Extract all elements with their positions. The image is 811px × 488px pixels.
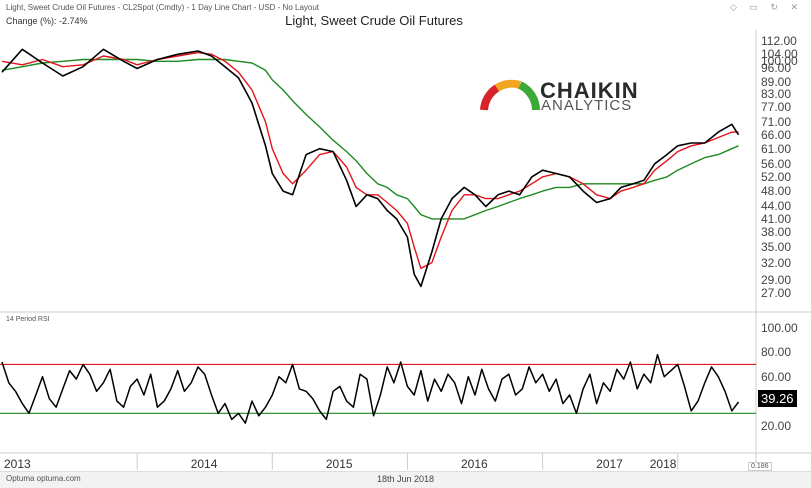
x-tick-label: 2013 (4, 457, 31, 471)
footer-bar (0, 471, 811, 488)
price-tick-label: 27.00 (761, 285, 792, 300)
price-tick-label: 96.00 (761, 61, 792, 76)
price-tick-label: 44.00 (761, 199, 792, 214)
x-tick-label: 2017 (596, 457, 623, 471)
price-line (1, 48, 740, 288)
rsi-current-value: 39.26 (758, 390, 797, 407)
price-tick-label: 66.00 (761, 127, 792, 142)
rsi-tick-label: 20.00 (761, 418, 792, 433)
window-controls[interactable]: ◇ ▭ ↻ ✕ (729, 2, 803, 12)
footer-date: 18th Jun 2018 (376, 474, 435, 484)
x-tick-label: 2016 (461, 457, 488, 471)
price-tick-label: 38.00 (761, 225, 792, 240)
instrument-info: Light, Sweet Crude Oil Futures - CL2Spot… (6, 3, 320, 12)
price-tick-label: 41.00 (761, 211, 792, 226)
scale-readout: 0.186 (748, 462, 772, 471)
price-tick-label: 77.00 (761, 100, 792, 115)
x-tick-label: 2018 (649, 457, 677, 471)
chart-title: Light, Sweet Crude Oil Futures (285, 13, 463, 28)
price-tick-label: 89.00 (761, 74, 792, 89)
rsi-tick-label: 100.00 (761, 320, 798, 335)
optuma-brand[interactable]: Optuma optuma.com (6, 474, 81, 483)
price-tick-label: 29.00 (761, 273, 792, 288)
logo-name: CHAIKIN (540, 78, 639, 103)
logo-subtitle: ANALYTICS (541, 97, 633, 114)
price-tick-label: 52.00 (761, 169, 792, 184)
change-percent: Change (%): -2.74% (6, 16, 88, 26)
price-tick-label: 83.00 (761, 87, 792, 102)
rsi-tick-label: 60.00 (761, 369, 792, 384)
x-axis (136, 453, 679, 470)
price-tick-label: 35.00 (761, 239, 792, 254)
price-tick-label: 71.00 (761, 114, 792, 129)
price-plot (1, 48, 740, 288)
chaikin-logo-icon (480, 79, 540, 111)
x-tick-label: 2015 (325, 457, 353, 471)
price-tick-label: 32.00 (761, 255, 792, 270)
price-tick-label: 100.00 (761, 54, 798, 69)
rsi-line (1, 353, 740, 424)
rsi-panel-label: 14 Period RSI (6, 316, 50, 323)
long-ma-line (1, 58, 739, 220)
price-tick-label: 61.00 (761, 141, 792, 156)
price-tick-label: 56.00 (761, 156, 792, 171)
rsi-plot (0, 353, 756, 424)
price-tick-label: 112.00 (761, 34, 797, 49)
x-tick-label: 2014 (190, 457, 218, 471)
price-tick-label: 48.00 (761, 184, 792, 199)
short-ma-line (1, 51, 739, 270)
rsi-tick-label: 80.00 (761, 345, 792, 360)
price-tick-label: 104.00 (761, 47, 798, 62)
